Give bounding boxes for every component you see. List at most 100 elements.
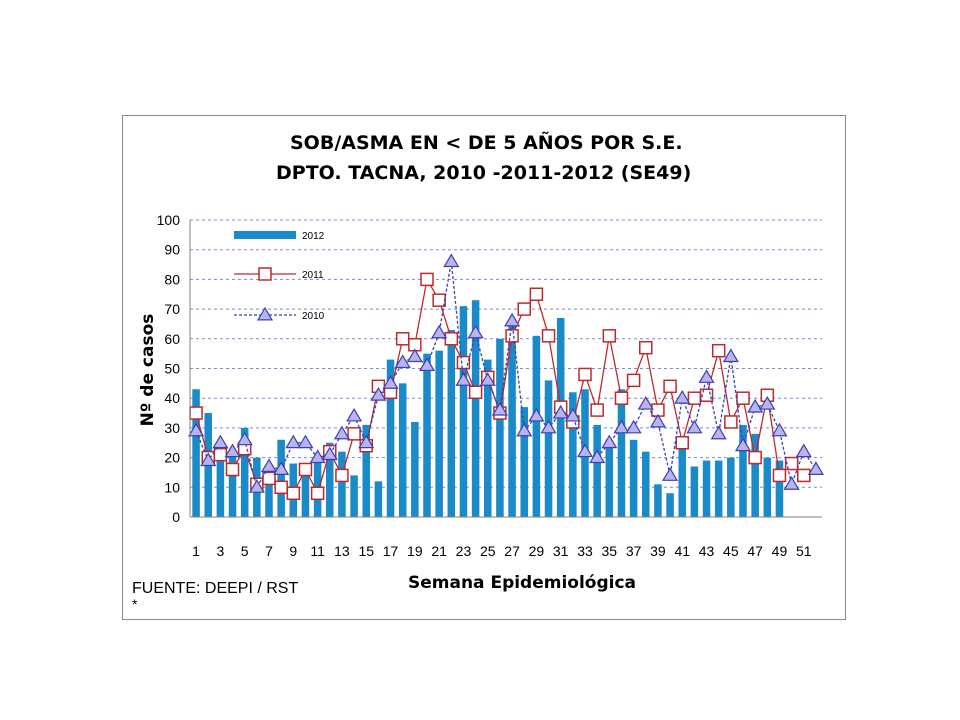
- y-tick-label: 70: [164, 301, 180, 317]
- point-2010-week-5: [236, 431, 253, 446]
- point-2010-week-46: [734, 437, 752, 452]
- point-2011-week-13: [335, 468, 349, 483]
- y-tick-label: 60: [164, 331, 180, 347]
- point-2010-week-37: [625, 419, 642, 434]
- x-tick-label: 49: [772, 543, 788, 559]
- bar-2012-week-24: [471, 300, 480, 517]
- y-tick-label: 0: [172, 509, 180, 525]
- point-2011-week-47: [748, 450, 762, 465]
- y-tick-label: 90: [164, 242, 180, 258]
- point-2010-week-2: [200, 452, 217, 467]
- point-2010-week-31: [552, 404, 569, 419]
- point-2011-week-9: [286, 486, 301, 500]
- bar-2012-week-41: [678, 439, 686, 517]
- point-2011-week-46: [736, 391, 750, 405]
- x-tick-label: 15: [358, 543, 374, 559]
- bar-2012-week-35: [605, 439, 614, 517]
- bar-2012-week-44: [714, 460, 723, 517]
- x-tick-label: 21: [431, 543, 447, 559]
- point-2011-week-30: [541, 329, 556, 343]
- point-2011-week-10: [298, 462, 313, 477]
- bar-2012-week-27: [508, 320, 516, 517]
- y-tick-label: 20: [164, 450, 180, 466]
- x-tick-label: 25: [480, 543, 496, 559]
- point-2010-week-39: [649, 413, 666, 428]
- point-2010-week-6: [248, 479, 265, 493]
- point-2011-week-3: [213, 447, 228, 462]
- point-2011-week-51: [797, 468, 811, 483]
- bar-2012-week-10: [301, 472, 310, 517]
- bar-2012-week-21: [435, 350, 443, 517]
- point-2010-week-41: [674, 390, 691, 404]
- bar-2012-week-45: [727, 457, 735, 517]
- bar-2012-week-47: [751, 433, 759, 517]
- bar-2012-week-20: [423, 353, 431, 517]
- point-2010-week-34: [589, 449, 606, 464]
- legend-label-2012: 2012: [302, 231, 325, 242]
- x-tick-label: 43: [699, 543, 715, 559]
- legend-swatch-2012: [234, 231, 296, 239]
- point-2011-week-29: [529, 287, 544, 301]
- point-2010-week-13: [333, 425, 350, 440]
- y-tick-label: 10: [164, 479, 180, 495]
- point-2011-week-45: [724, 415, 738, 429]
- point-2010-week-19: [406, 348, 423, 363]
- bar-2012-week-1: [192, 389, 200, 517]
- bar-2012-week-46: [739, 424, 747, 517]
- bar-2012-week-30: [544, 380, 553, 517]
- point-2011-week-4: [225, 462, 240, 477]
- point-2010-week-14: [346, 407, 363, 422]
- point-2010-week-22: [443, 253, 460, 268]
- point-2011-week-36: [614, 391, 629, 405]
- bar-2012-week-12: [326, 442, 334, 517]
- chart-frame: [122, 115, 846, 620]
- point-2011-week-40: [663, 379, 677, 394]
- y-axis-label: Nº de casos: [138, 313, 158, 427]
- point-2011-week-11: [310, 486, 325, 500]
- point-2010-week-4: [224, 443, 241, 458]
- bar-2012-week-39: [654, 484, 662, 517]
- x-tick-label: 45: [723, 543, 739, 559]
- source-note: FUENTE: DEEPI / RST: [132, 580, 299, 597]
- y-tick-label: 30: [164, 420, 180, 436]
- point-2010-week-21: [431, 324, 448, 339]
- point-2010-week-45: [722, 348, 739, 363]
- bar-2012-week-22: [447, 329, 456, 517]
- point-2011-week-7: [262, 471, 276, 486]
- x-tick-label: 27: [504, 543, 520, 559]
- point-2010-week-43: [698, 369, 715, 383]
- point-2011-week-42: [687, 391, 702, 405]
- bar-2012-week-36: [617, 389, 626, 517]
- point-2010-week-40: [662, 467, 679, 481]
- point-2010-week-20: [418, 357, 436, 372]
- x-tick-label: 11: [310, 543, 325, 559]
- bar-2012-week-43: [702, 460, 711, 517]
- point-2010-week-7: [260, 458, 278, 473]
- bar-2012-week-18: [398, 383, 407, 517]
- x-tick-label: 13: [334, 543, 350, 559]
- x-tick-label: 37: [626, 543, 642, 559]
- bar-2012-week-29: [532, 335, 541, 517]
- legend-marker-2011: [258, 267, 272, 281]
- series-lines: [188, 253, 824, 500]
- x-tick-label: 35: [602, 543, 618, 559]
- point-2010-week-36: [613, 419, 630, 434]
- bar-2012-week-40: [666, 493, 674, 517]
- bar-2012-week-8: [277, 439, 285, 517]
- point-2011-week-49: [772, 468, 787, 483]
- x-tick-label: 31: [553, 543, 569, 559]
- bar-2012-week-32: [569, 392, 577, 517]
- point-2011-week-27: [505, 329, 519, 343]
- point-2010-week-12: [321, 446, 338, 461]
- point-2010-week-3: [212, 434, 229, 449]
- point-2010-week-15: [358, 434, 375, 449]
- point-2010-week-23: [455, 372, 472, 386]
- x-axis-label: Semana Epidemiológica: [408, 573, 637, 593]
- point-2010-week-24: [467, 324, 484, 339]
- point-2011-week-8: [274, 480, 288, 495]
- point-2011-week-33: [578, 367, 592, 382]
- chart-subtitle: DPTO. TACNA, 2010 -2011-2012 (SE49): [276, 162, 692, 184]
- bar-2012-week-34: [593, 424, 601, 517]
